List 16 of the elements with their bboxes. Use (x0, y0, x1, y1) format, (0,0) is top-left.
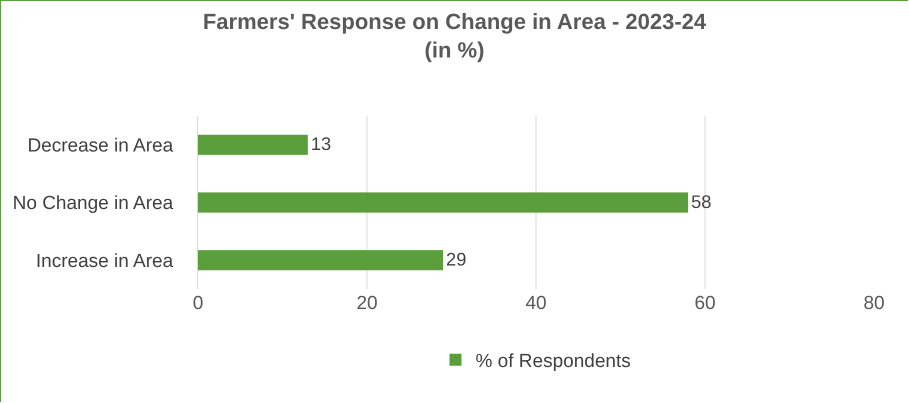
bar (198, 134, 308, 155)
y-tick-label: Increase in Area (36, 250, 174, 272)
x-tick-label: 0 (192, 293, 204, 314)
x-tick-label: 40 (525, 293, 547, 314)
chart-title: Farmers' Response on Change in Area - 2023-24 (in %) (202, 9, 707, 63)
bar (198, 192, 688, 213)
bar (198, 250, 444, 270)
y-tick-label: Decrease in Area (27, 135, 174, 156)
data-label: 29 (446, 248, 466, 270)
y-tick-label: No Change in Area (12, 193, 174, 214)
data-label: 58 (691, 190, 712, 212)
data-label: 13 (310, 133, 332, 154)
x-tick-label: 20 (356, 293, 378, 314)
x-tick-label: 80 (863, 293, 885, 314)
x-tick-label: 60 (694, 293, 716, 314)
legend-label: % of Respondents (476, 351, 631, 372)
